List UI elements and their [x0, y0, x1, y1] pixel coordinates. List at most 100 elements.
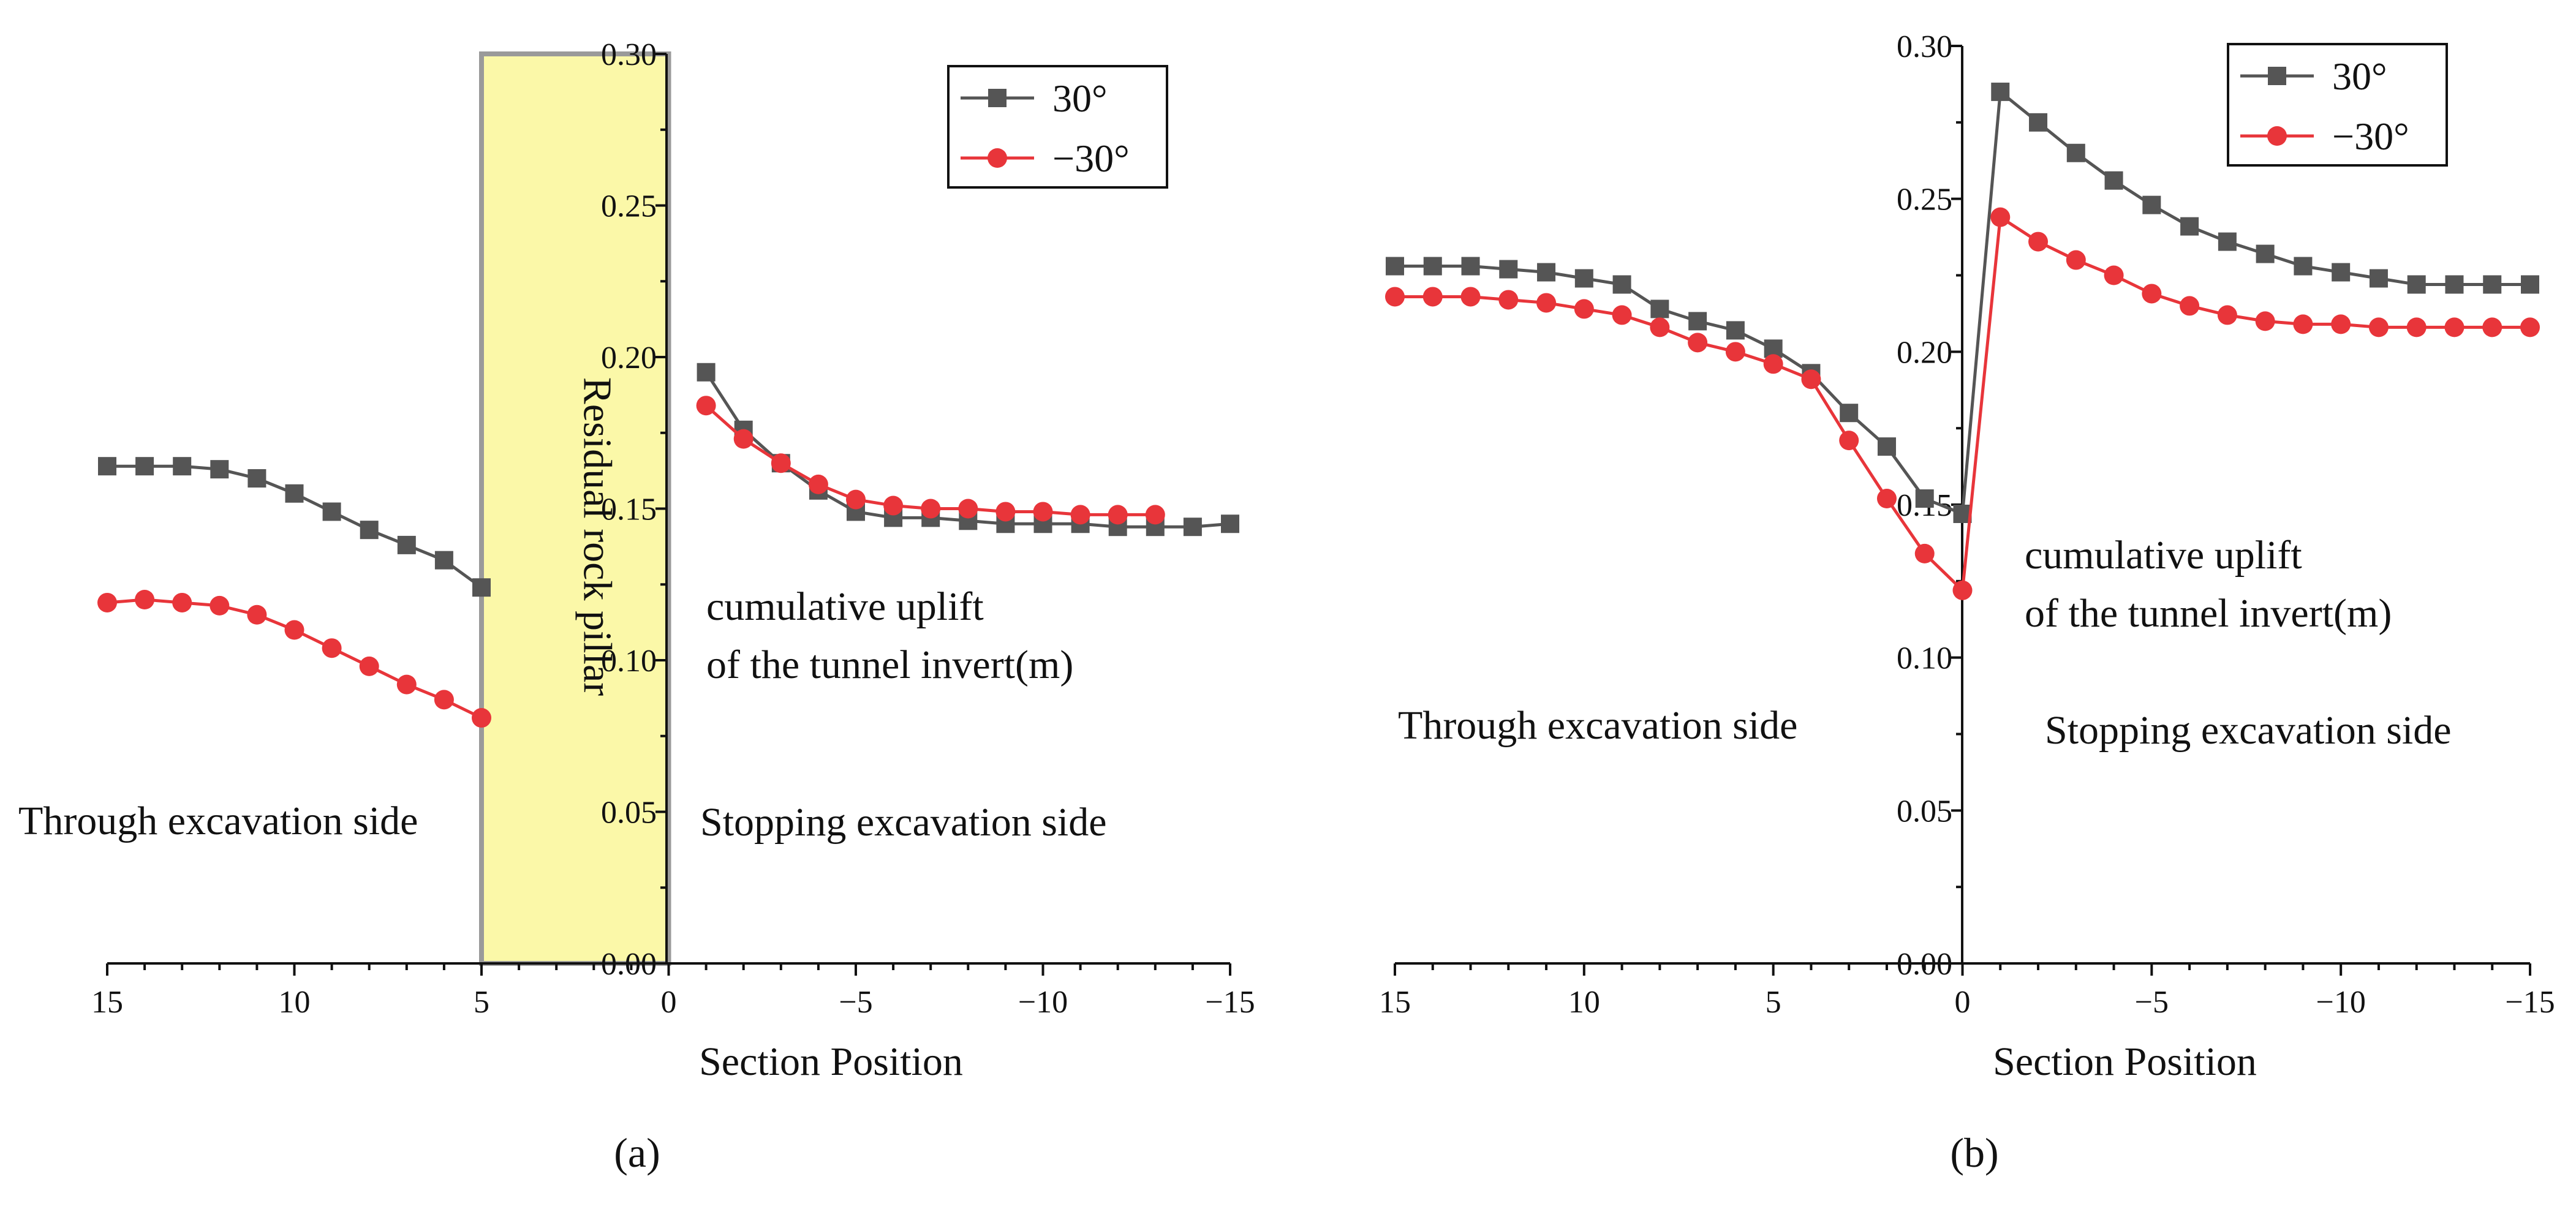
data-point [2520, 317, 2540, 337]
data-point [1650, 317, 1670, 337]
data-point [2407, 275, 2426, 294]
data-point [2255, 311, 2275, 331]
y-tick-label: 0.20 [1897, 335, 1952, 370]
legend: 30° −30° [947, 65, 1168, 189]
data-point [883, 495, 904, 516]
x-tick-label: 0 [1955, 985, 1971, 1020]
data-point [2332, 263, 2351, 282]
y-tick-label: 0.05 [1897, 794, 1952, 829]
y-tick-label: 0.25 [1897, 183, 1952, 217]
data-point [1461, 257, 1480, 276]
data-point [359, 656, 379, 676]
data-point [1839, 431, 1859, 451]
data-point [1108, 505, 1128, 525]
through-excavation-label: Through excavation side [18, 799, 418, 843]
data-point [2445, 275, 2464, 294]
data-point [1725, 342, 1745, 362]
data-point [921, 499, 941, 519]
data-point [284, 620, 304, 640]
series-pos-30 [1386, 82, 2539, 523]
data-point [1574, 299, 1594, 319]
data-point [2483, 275, 2502, 294]
legend-label: 30° [2332, 55, 2387, 98]
stopping-excavation-label: Stopping excavation side [700, 800, 1107, 845]
data-point [135, 457, 154, 476]
data-point [696, 396, 716, 416]
data-point [846, 489, 866, 510]
y-axis-label-line2: of the tunnel invert(m) [706, 642, 1073, 687]
y-tick-label: 0.05 [601, 796, 657, 831]
x-tick-label: 0 [661, 985, 677, 1020]
data-point [1726, 321, 1745, 340]
data-point [771, 453, 791, 473]
data-point [1385, 287, 1405, 307]
data-point [1763, 354, 1783, 374]
y-tick-label: 0.30 [601, 37, 657, 72]
panel-label: (b) [1950, 1129, 1998, 1176]
data-point [2028, 232, 2049, 252]
data-point [1876, 489, 1897, 509]
chart-panel-b: 0.000.050.100.150.200.250.30151050−5−10−… [1379, 29, 2555, 1176]
data-point [2406, 317, 2427, 337]
data-point [247, 605, 267, 625]
data-point [1840, 404, 1859, 423]
data-point [1033, 502, 1053, 522]
y-tick-label: 0.20 [601, 341, 657, 375]
data-point [995, 502, 1016, 522]
data-point [2142, 195, 2161, 214]
pillar-label: Residual rock pillar [575, 377, 620, 696]
data-point [1612, 275, 1631, 294]
data-point [172, 592, 192, 612]
data-point [360, 521, 379, 540]
y-tick-label: 0.15 [601, 492, 657, 527]
data-point [1221, 514, 1239, 533]
data-point [1914, 543, 1935, 563]
stopping-excavation-label: Stopping excavation side [2045, 708, 2452, 753]
data-point [1499, 260, 1518, 279]
y-axis-label-line1: cumulative uplift [2025, 533, 2302, 578]
legend-label: −30° [1052, 137, 1130, 180]
x-axis-label: Section Position [1993, 1039, 2257, 1084]
legend-label: −30° [2332, 115, 2409, 158]
data-point [472, 708, 491, 728]
data-point [2142, 284, 2162, 304]
y-axis-label-line2: of the tunnel invert(m) [2025, 591, 2392, 636]
data-point [2066, 143, 2085, 162]
data-point [1877, 437, 1896, 456]
data-point [1688, 312, 1707, 331]
y-tick-label: 0.00 [601, 947, 657, 982]
data-point [2180, 217, 2199, 236]
x-tick-label: 10 [279, 985, 311, 1020]
data-point [2029, 113, 2048, 132]
data-point [1574, 269, 1593, 288]
data-point [173, 457, 192, 476]
data-point [958, 499, 978, 519]
data-point [1423, 257, 1442, 276]
data-point [1612, 305, 1632, 325]
data-point [2294, 257, 2313, 276]
data-point [2444, 317, 2465, 337]
data-point [2369, 269, 2388, 288]
data-point [1070, 505, 1090, 525]
y-tick-label: 0.30 [1897, 29, 1952, 64]
data-point [98, 457, 116, 476]
legend-box [2227, 43, 2448, 167]
data-point [396, 674, 417, 695]
data-point [2180, 296, 2200, 316]
data-point [2368, 317, 2389, 337]
legend-marker [2267, 126, 2287, 146]
data-point [697, 363, 716, 382]
data-point [1650, 299, 1669, 318]
data-point [1183, 518, 1202, 537]
panel-label: (a) [614, 1129, 660, 1176]
x-tick-label: −15 [2505, 985, 2555, 1020]
y-tick-label: 0.10 [1897, 641, 1952, 676]
data-point [1498, 290, 1519, 310]
y-tick-label: 0.25 [601, 189, 657, 224]
x-tick-label: −10 [1018, 985, 1068, 1020]
data-point [472, 578, 491, 597]
series-neg-30 [97, 396, 1165, 728]
chart-panel-a: Residual rock pillar 0.00 0.05 0.10 0.15 0.20… [18, 37, 1255, 1176]
data-point [2217, 305, 2237, 325]
data-point [2066, 250, 2086, 270]
